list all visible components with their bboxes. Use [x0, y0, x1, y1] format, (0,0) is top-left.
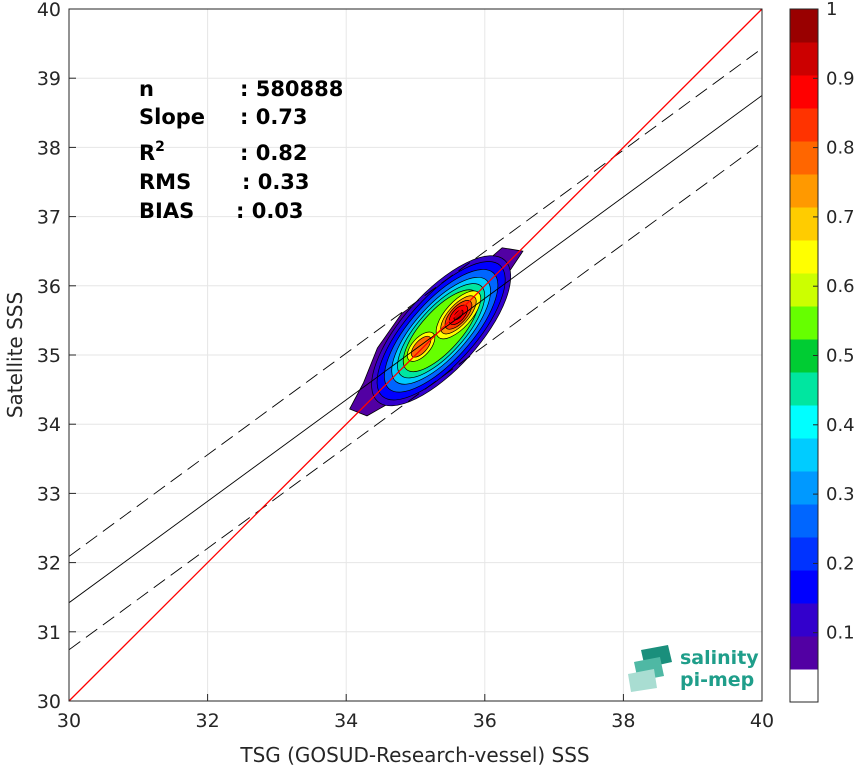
colorbar-segment: [790, 372, 818, 406]
colorbar-tick-label: 0.6: [826, 276, 855, 297]
stats-panel: n : 580888 Slope : 0.73 R2 : 0.82 RMS : 0.33 BIA…: [139, 77, 343, 223]
stat-value: : 580888: [240, 77, 343, 101]
colorbar-segment: [790, 9, 818, 43]
fit-bound-line: [69, 48, 762, 557]
colorbar-segment: [790, 240, 818, 274]
stat-value: : 0.33: [242, 170, 310, 194]
x-axis-ticks: 30 32 34 36 38 40: [57, 694, 774, 732]
colorbar-tick-label: 0.8: [826, 138, 855, 159]
stat-label: R2: [139, 139, 165, 165]
colorbar-tick-label: 0.9: [826, 68, 855, 89]
colorbar-segment: [790, 273, 818, 307]
colorbar-tick-label: 0.7: [826, 207, 855, 228]
y-tick-label: 32: [37, 553, 61, 575]
y-tick-label: 37: [37, 207, 61, 229]
colorbar-segment: [790, 438, 818, 472]
x-tick-label: 38: [611, 710, 635, 732]
stat-label: RMS: [139, 170, 191, 194]
colorbar-segment: [790, 537, 818, 571]
colorbar-tick-label: 0.1: [826, 623, 855, 644]
stat-label: BIAS: [139, 199, 194, 223]
contour-core-7: [453, 309, 464, 321]
colorbar-segment: [790, 603, 818, 637]
colorbar-segment: [790, 306, 818, 340]
colorbar-tick-label: 0.4: [826, 415, 855, 436]
stat-value: : 0.82: [240, 141, 308, 165]
colorbar-tick-label: 0.2: [826, 553, 855, 574]
regression-lines: [68, 8, 763, 702]
colorbar-segment: [790, 405, 818, 439]
colorbar-segment: [790, 42, 818, 76]
logo-text-line1: salinity: [680, 647, 759, 669]
y-tick-label: 33: [37, 483, 61, 505]
logo-text-line2: pi-mep: [680, 669, 754, 691]
logo-mark-front: [628, 669, 657, 692]
stat-label: Slope: [139, 105, 205, 129]
colorbar-segment: [790, 504, 818, 538]
fit-line: [69, 95, 762, 604]
colorbar-tick-label: 1: [826, 0, 837, 20]
y-tick-label: 35: [37, 345, 61, 367]
y-tick-label: 30: [37, 691, 61, 713]
x-tick-label: 36: [473, 710, 497, 732]
colorbar: 0.1 0.2 0.3 0.4 0.5 0.6 0.7 0.8 0.9 1: [789, 0, 855, 703]
colorbar-segment: [790, 207, 818, 241]
colorbar-tick-label: 0.3: [826, 484, 855, 505]
salinity-pi-mep-logo: salinity pi-mep: [628, 645, 759, 692]
y-tick-label: 40: [37, 0, 61, 21]
colorbar-segment: [790, 141, 818, 175]
colorbar-tick-label: 0.5: [826, 346, 855, 367]
x-tick-label: 32: [196, 710, 220, 732]
colorbar-segment: [790, 471, 818, 505]
colorbar-segment: [790, 636, 818, 670]
colorbar-segment: [790, 108, 818, 142]
colorbar-segment: [790, 75, 818, 109]
colorbar-segment: [790, 570, 818, 604]
x-axis-label: TSG (GOSUD-Research-vessel) SSS: [239, 743, 589, 767]
colorbar-segment: [790, 174, 818, 208]
y-axis-ticks: 30 31 32 33 34 35 36 37 38 39 40: [37, 0, 76, 713]
stat-value: : 0.73: [240, 105, 308, 129]
colorbar-segment: [790, 669, 818, 703]
fit-bound-line: [69, 142, 762, 651]
y-tick-label: 31: [37, 622, 61, 644]
y-tick-label: 38: [37, 137, 61, 159]
identity-line: [68, 8, 763, 702]
y-tick-label: 34: [37, 414, 61, 436]
x-tick-label: 34: [334, 710, 358, 732]
y-axis-label: Satellite SSS: [3, 292, 27, 418]
y-tick-label: 39: [37, 68, 61, 90]
x-tick-label: 30: [57, 710, 81, 732]
y-tick-label: 36: [37, 276, 61, 298]
stat-label: n: [139, 77, 154, 101]
x-tick-label: 40: [750, 710, 774, 732]
stat-value: : 0.03: [236, 199, 304, 223]
